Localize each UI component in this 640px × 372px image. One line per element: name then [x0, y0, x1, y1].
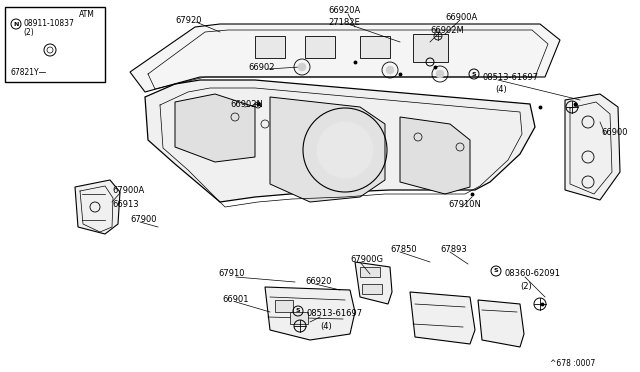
Text: 08513-61697: 08513-61697: [307, 310, 363, 318]
Circle shape: [298, 63, 306, 71]
Text: S: S: [472, 71, 476, 77]
FancyBboxPatch shape: [275, 300, 293, 312]
Text: 08360-62091: 08360-62091: [505, 269, 561, 279]
Text: (2): (2): [23, 28, 34, 36]
Text: 66902M: 66902M: [430, 26, 464, 35]
Text: 67900: 67900: [130, 215, 157, 224]
Polygon shape: [175, 94, 255, 162]
Text: 66900: 66900: [601, 128, 627, 137]
Circle shape: [386, 66, 394, 74]
Text: 08513-61697: 08513-61697: [483, 73, 539, 81]
FancyBboxPatch shape: [362, 284, 382, 294]
Polygon shape: [270, 97, 385, 202]
FancyBboxPatch shape: [413, 34, 448, 62]
Text: N: N: [13, 22, 19, 26]
Polygon shape: [145, 80, 535, 202]
Text: 67900A: 67900A: [112, 186, 144, 195]
Text: ^678 :0007: ^678 :0007: [550, 359, 595, 369]
Polygon shape: [565, 94, 620, 200]
FancyBboxPatch shape: [290, 312, 308, 324]
Text: 66913: 66913: [112, 199, 139, 208]
Text: S: S: [296, 308, 300, 314]
Text: S: S: [493, 269, 499, 273]
Text: ATM: ATM: [79, 10, 95, 19]
Polygon shape: [130, 24, 560, 92]
Text: 66920A: 66920A: [328, 6, 360, 15]
Text: 08911-10837: 08911-10837: [23, 19, 74, 28]
Polygon shape: [355, 262, 392, 304]
Text: 67893: 67893: [440, 246, 467, 254]
Text: 67900G: 67900G: [350, 256, 383, 264]
Polygon shape: [400, 117, 470, 194]
Text: 67821Y—: 67821Y—: [10, 67, 46, 77]
Text: 66902N: 66902N: [230, 99, 263, 109]
Text: 66920: 66920: [305, 278, 332, 286]
FancyBboxPatch shape: [5, 7, 105, 82]
Polygon shape: [265, 287, 355, 340]
Text: (4): (4): [495, 84, 507, 93]
Text: 67910: 67910: [218, 269, 244, 279]
Text: (4): (4): [320, 321, 332, 330]
FancyBboxPatch shape: [360, 267, 380, 277]
Text: 67850: 67850: [390, 246, 417, 254]
Polygon shape: [410, 292, 475, 344]
Text: 66900A: 66900A: [445, 13, 477, 22]
Text: 67910N: 67910N: [448, 199, 481, 208]
Circle shape: [317, 122, 373, 178]
Text: 67920: 67920: [175, 16, 202, 25]
Polygon shape: [478, 300, 524, 347]
FancyBboxPatch shape: [255, 36, 285, 58]
Text: 27182E: 27182E: [328, 17, 360, 26]
FancyBboxPatch shape: [360, 36, 390, 58]
Polygon shape: [75, 180, 120, 234]
Text: 66902: 66902: [248, 62, 275, 71]
Text: 66901: 66901: [222, 295, 248, 305]
FancyBboxPatch shape: [305, 36, 335, 58]
Circle shape: [436, 70, 444, 78]
Text: (2): (2): [520, 282, 532, 291]
